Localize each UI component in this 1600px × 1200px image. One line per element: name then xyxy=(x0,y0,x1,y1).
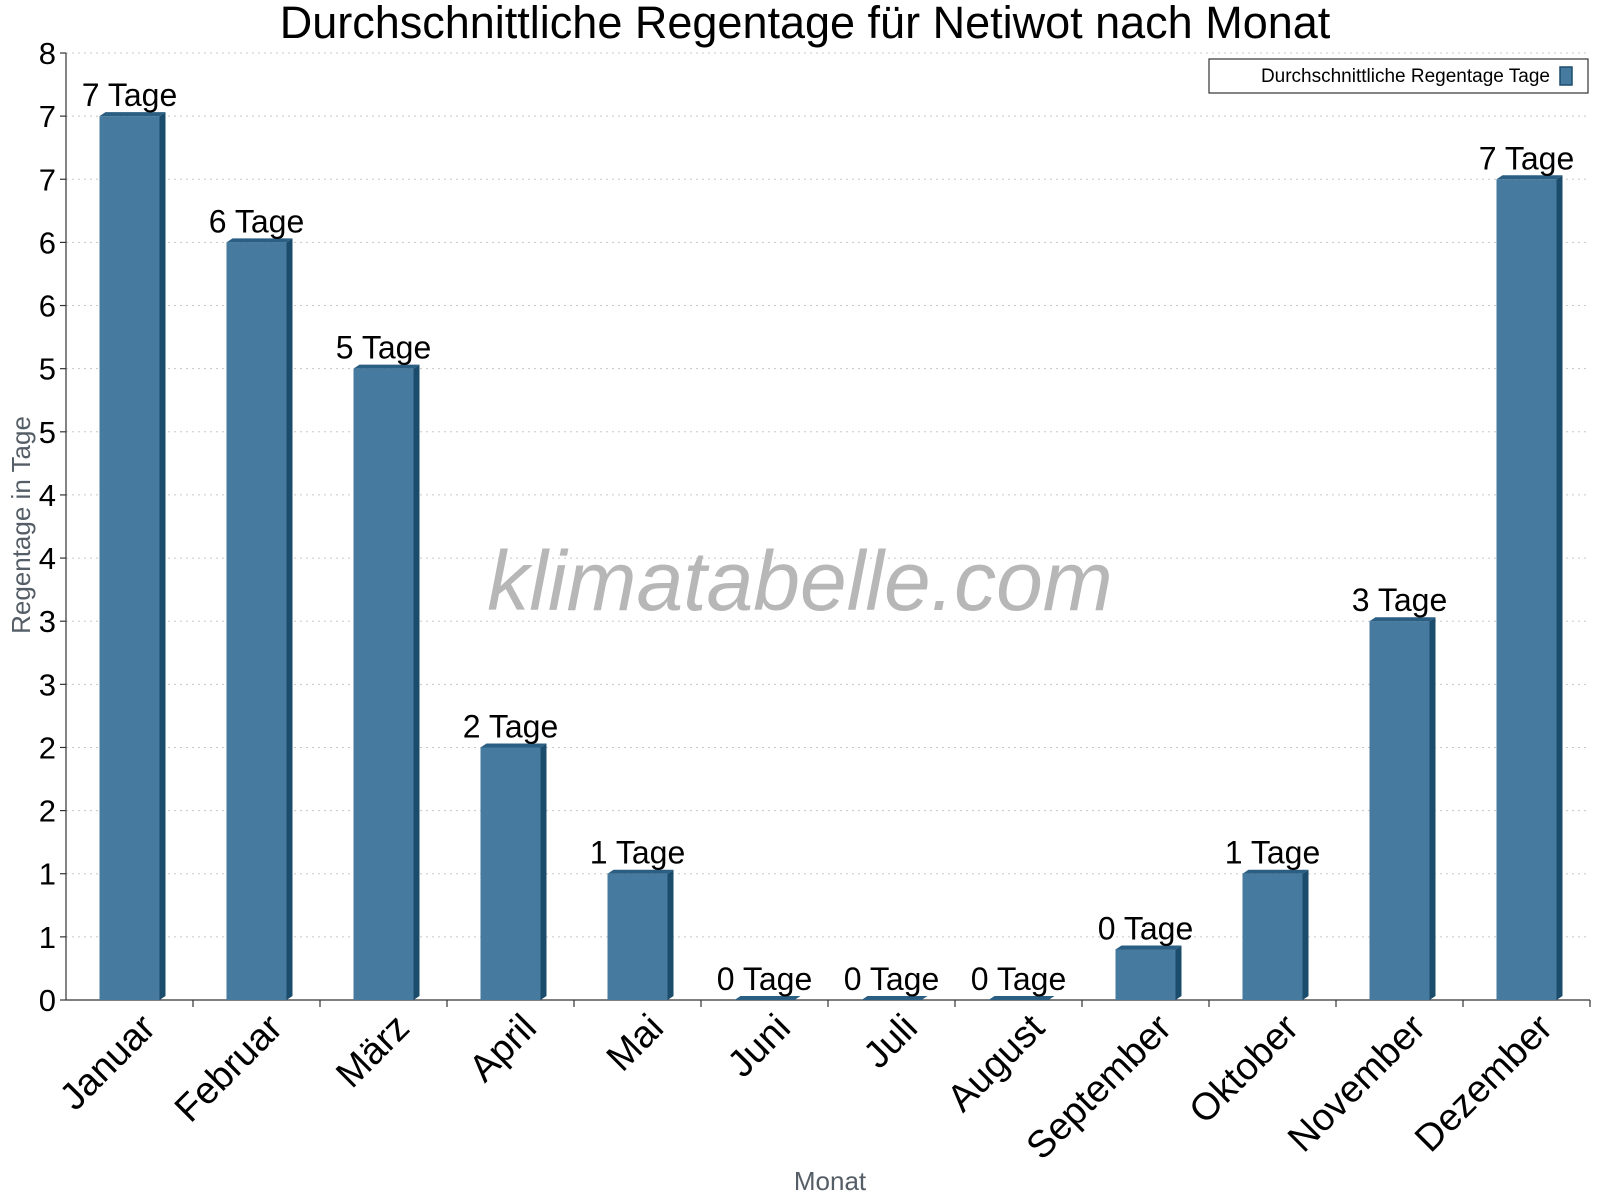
bar-top xyxy=(1115,945,1182,950)
x-tick-label: Juni xyxy=(720,1007,799,1086)
bar-top xyxy=(480,743,547,748)
data-label: 1 Tage xyxy=(590,835,686,871)
data-label: 5 Tage xyxy=(336,330,432,366)
y-tick-label: 7 xyxy=(39,162,56,197)
legend-box xyxy=(1208,58,1589,94)
bars xyxy=(99,112,1563,1001)
data-label: 0 Tage xyxy=(971,961,1067,997)
bar-front xyxy=(353,368,414,1001)
x-tick-label: Mai xyxy=(599,1007,672,1080)
y-tick-label: 6 xyxy=(39,225,56,260)
data-label: 7 Tage xyxy=(82,77,178,113)
bar xyxy=(861,996,928,1000)
bar-front xyxy=(1369,621,1430,1000)
bar-side xyxy=(1556,175,1563,1000)
data-labels: 7 Tage 6 Tage 5 Tage 2 Tage 1 Tage 0 Tage 0 Ta… xyxy=(82,77,1575,997)
bar-front xyxy=(1496,179,1557,1000)
bar-side xyxy=(1302,869,1309,1000)
bar-side xyxy=(667,869,674,1000)
y-axis-label: Regentage in Tage xyxy=(6,416,36,634)
bar xyxy=(480,743,547,1000)
data-label: 0 Tage xyxy=(844,961,940,997)
y-tick-label: 3 xyxy=(39,667,56,702)
bar xyxy=(226,238,293,1000)
bar-top xyxy=(1242,869,1309,874)
y-tick-label: 1 xyxy=(39,857,56,892)
x-tick-label: August xyxy=(940,1006,1054,1120)
x-tick-label: November xyxy=(1280,1006,1434,1160)
grid xyxy=(66,52,1590,938)
bar-side xyxy=(413,364,420,1001)
bar-front xyxy=(1115,949,1176,1000)
bar xyxy=(99,112,166,1001)
x-tick-label: Oktober xyxy=(1182,1006,1308,1132)
bar-front xyxy=(99,116,160,1001)
data-label: 3 Tage xyxy=(1352,582,1448,618)
x-tick-labels: Januar Februar März April Mai Juni Juli AugustS… xyxy=(52,1006,1561,1167)
x-tick-label: Dezember xyxy=(1407,1006,1561,1160)
bar-side xyxy=(1175,945,1182,1000)
y-tick-label: 2 xyxy=(39,794,56,829)
bar-top xyxy=(988,996,1055,1000)
y-tick-labels: 0 1 1 2 2 3 3 4 4 5 5 6 6 7 7 8 xyxy=(39,36,56,1018)
data-label: 7 Tage xyxy=(1479,140,1575,176)
bar-side xyxy=(286,238,293,1000)
x-tick-label: März xyxy=(328,1007,417,1096)
bar xyxy=(353,364,420,1001)
y-tick-label: 2 xyxy=(39,730,56,765)
data-label: 0 Tage xyxy=(717,961,813,997)
bar xyxy=(1496,175,1563,1000)
x-axis-label: Monat xyxy=(794,1166,867,1196)
legend-swatch xyxy=(1559,66,1573,86)
bar-side xyxy=(1429,617,1436,1000)
bar xyxy=(607,869,674,1000)
bar-top xyxy=(734,996,801,1000)
x-tick-label: Januar xyxy=(52,1006,164,1118)
bar-top xyxy=(861,996,928,1000)
chart-title: Durchschnittliche Regentage für Netiwot … xyxy=(280,0,1331,48)
bar xyxy=(988,996,1055,1000)
data-label: 6 Tage xyxy=(209,203,305,239)
x-tick-label: April xyxy=(461,1007,544,1090)
bar-top xyxy=(1496,175,1563,180)
bar xyxy=(1115,945,1182,1000)
bar-top xyxy=(226,238,293,243)
data-label: 1 Tage xyxy=(1225,835,1321,871)
bar-front xyxy=(1242,873,1303,1000)
y-tick-label: 5 xyxy=(39,415,56,450)
legend-entry: Durchschnittliche Regentage Tage xyxy=(1261,66,1550,87)
y-tick-label: 0 xyxy=(39,983,56,1018)
watermark: klimatabelle.com xyxy=(487,534,1113,628)
bar xyxy=(1369,617,1436,1000)
y-tick-label: 5 xyxy=(39,352,56,387)
y-tick-label: 4 xyxy=(39,541,56,576)
bar-front xyxy=(607,873,668,1000)
bar xyxy=(1242,869,1309,1000)
y-tick-label: 6 xyxy=(39,289,56,324)
bar-front xyxy=(480,747,541,1000)
bar-side xyxy=(540,743,547,1000)
y-tick-label: 4 xyxy=(39,478,56,513)
y-tick-label: 1 xyxy=(39,920,56,955)
data-label: 2 Tage xyxy=(463,708,559,744)
y-tick-label: 3 xyxy=(39,604,56,639)
y-tick-label: 7 xyxy=(39,99,56,134)
x-tick-label: Februar xyxy=(167,1006,291,1130)
axes xyxy=(60,52,1591,1007)
bar-top xyxy=(1369,617,1436,622)
bar-top xyxy=(607,869,674,874)
data-label: 0 Tage xyxy=(1098,910,1194,946)
y-tick-label: 8 xyxy=(39,36,56,71)
bar xyxy=(734,996,801,1000)
bar-top xyxy=(353,364,420,369)
legend: Durchschnittliche Regentage Tage xyxy=(1208,58,1589,94)
x-tick-label: Juli xyxy=(856,1007,926,1077)
bar-front xyxy=(226,242,287,1000)
bar-top xyxy=(99,112,166,117)
bar-side xyxy=(159,112,166,1001)
